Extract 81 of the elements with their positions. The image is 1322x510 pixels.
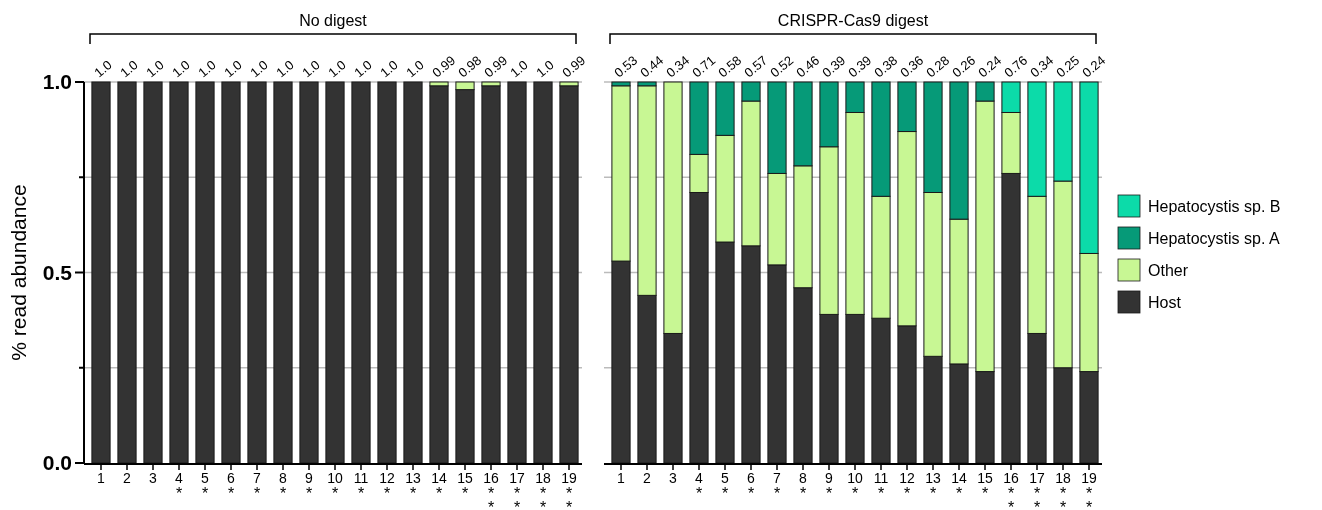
annotation: 1.0	[169, 57, 193, 81]
annotation: 1.0	[273, 57, 297, 81]
x-tick-label: 13 *	[925, 470, 941, 502]
x-tick-label: 5 *	[721, 470, 730, 502]
x-tick-label: 13 *	[405, 470, 421, 502]
x-tick-label: 15 *	[977, 470, 993, 502]
bar	[351, 81, 371, 464]
legend-label: Other	[1148, 261, 1189, 279]
x-tick-label: 3	[669, 470, 678, 486]
x-tick-label: 15 *	[457, 470, 473, 502]
x-tick-label: 5 *	[201, 470, 210, 502]
chart-title: CRISPR-Cas9 digest	[777, 12, 929, 29]
x-tick-label: 6 *	[747, 470, 756, 502]
bar	[559, 85, 579, 464]
annotation: 1.0	[195, 57, 219, 81]
bar	[91, 81, 111, 464]
bar	[221, 81, 241, 464]
bar	[247, 81, 267, 464]
x-tick-label: 12 *	[379, 470, 395, 502]
x-tick-label: 7 *	[773, 470, 782, 502]
y-axis-title: % read abundance	[7, 184, 30, 361]
annotation: 1.0	[351, 57, 375, 81]
annotation: 0.99	[559, 52, 589, 81]
x-tick-label: 18 * *	[535, 470, 551, 510]
x-tick-label: 16 * *	[483, 470, 499, 510]
bar	[403, 81, 423, 464]
x-tick-label: 19 * *	[561, 470, 577, 510]
x-tick-label: 17 * *	[1029, 470, 1045, 510]
x-tick-label: 7 *	[253, 470, 262, 502]
legend-label: Hepatocystis sp. B	[1148, 197, 1281, 215]
annotation: 1.0	[299, 57, 323, 81]
x-tick-label: 1	[617, 470, 626, 486]
x-tick-label: 17 * *	[509, 470, 525, 510]
x-tick-label: 10 *	[847, 470, 863, 502]
x-tick-label: 16 * *	[1003, 470, 1019, 510]
x-tick-label: 14 *	[431, 470, 447, 502]
bar	[325, 81, 345, 464]
y-tick-label: 0.0	[42, 451, 72, 475]
annotation: 1.0	[403, 57, 427, 81]
annotation: 1.0	[247, 57, 271, 81]
x-tick-label: 8 *	[279, 470, 288, 502]
annotation: 1.0	[91, 57, 115, 81]
bar	[273, 81, 293, 464]
y-tick-label: 0.5	[42, 260, 73, 284]
x-tick-label: 19 * *	[1081, 470, 1097, 510]
x-tick-label: 3	[149, 470, 158, 486]
x-tick-label: 1	[97, 470, 106, 486]
bar	[117, 81, 137, 464]
x-tick-label: 9 *	[305, 470, 314, 502]
y-tick-label: 1.0	[42, 70, 72, 94]
x-tick-label: 2	[643, 470, 652, 486]
annotation: 1.0	[377, 57, 401, 81]
x-tick-label: 2	[123, 470, 132, 486]
annotation: 1.0	[221, 57, 245, 81]
legend-label: Host	[1148, 293, 1182, 311]
x-tick-label: 8 *	[799, 470, 808, 502]
bar	[481, 85, 501, 464]
annotation: 1.0	[117, 57, 141, 81]
annotation: 1.0	[533, 57, 557, 81]
x-tick-label: 11 *	[353, 470, 369, 502]
bar	[429, 85, 449, 464]
legend-label: Hepatocystis sp. A	[1148, 229, 1280, 247]
x-tick-label: 9 *	[825, 470, 834, 502]
x-tick-label: 18 * *	[1055, 470, 1071, 510]
x-tick-label: 10 *	[327, 470, 343, 502]
annotation: 1.0	[143, 57, 167, 81]
bar	[299, 81, 319, 464]
x-tick-label: 11 *	[873, 470, 889, 502]
annotation: 1.0	[325, 57, 349, 81]
chart-title: No digest	[299, 12, 368, 29]
x-tick-label: 14 *	[951, 470, 967, 502]
bar	[507, 81, 527, 464]
bar	[195, 81, 215, 464]
x-tick-label: 4 *	[695, 470, 704, 502]
bar	[169, 81, 189, 464]
bar	[533, 81, 553, 464]
bar	[377, 81, 397, 464]
bar	[143, 81, 163, 464]
x-tick-label: 4 *	[175, 470, 184, 502]
x-tick-label: 6 *	[227, 470, 236, 502]
x-tick-label: 12 *	[899, 470, 915, 502]
